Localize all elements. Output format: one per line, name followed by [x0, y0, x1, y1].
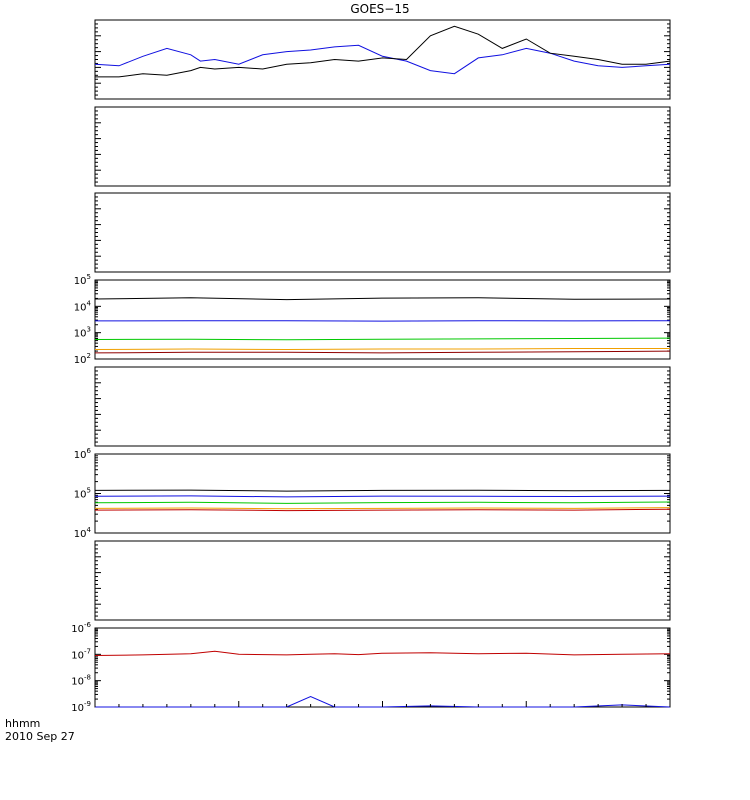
series-line [94, 337, 671, 341]
panel-ae [94, 19, 671, 100]
y-tick-label: 105 [74, 487, 91, 501]
y-tick-label: 103 [74, 326, 91, 340]
y-tick-exponent: 6 [87, 447, 92, 455]
panel-b2 [94, 192, 671, 273]
series-line [94, 650, 671, 656]
figure-title: GOES−15 [350, 2, 409, 16]
panel-xray: 10-9 10-8 10-7 10-6 [71, 621, 671, 714]
y-tick-exponent: -9 [84, 700, 91, 708]
y-tick-label: 10-7 [71, 647, 91, 661]
time-axis-unit: hhmm [5, 717, 40, 730]
y-tick-exponent: 5 [87, 273, 91, 281]
series-line [94, 297, 671, 301]
panels: 102 103 104 105 104 105 106 10-9 10-8 10-7 10-6 [71, 19, 671, 714]
y-tick-label: 10-9 [71, 700, 91, 714]
y-tick-label: 104 [74, 526, 92, 540]
y-tick-exponent: 3 [87, 326, 91, 334]
y-tick-exponent: 4 [87, 526, 92, 534]
y-tick-label: 106 [74, 447, 92, 461]
panel-protons: 102 103 104 105 [74, 273, 671, 366]
y-tick-label: 10-8 [71, 674, 91, 688]
date-label: 2010 Sep 27 [5, 730, 75, 743]
series-line [95, 25, 671, 78]
panel-frame [94, 192, 671, 273]
series-line [94, 501, 671, 504]
panel-epead1 [94, 366, 671, 447]
series-line [94, 489, 671, 492]
panel-epead2 [94, 540, 671, 621]
series-line [94, 348, 670, 351]
y-tick-exponent: 5 [87, 487, 91, 495]
panel-frame [94, 453, 671, 534]
panel-frame [94, 106, 671, 187]
time-axis [94, 701, 671, 707]
panel-electrons: 104 105 106 [74, 447, 671, 540]
series-line [94, 350, 671, 354]
y-tick-exponent: -7 [84, 647, 91, 655]
series-line [94, 508, 671, 512]
panel-frame [94, 279, 671, 360]
y-tick-label: 105 [74, 273, 91, 287]
y-tick-label: 104 [74, 299, 92, 313]
panel-frame [94, 540, 671, 621]
series-line [94, 507, 671, 510]
y-tick-label: 102 [74, 352, 91, 366]
y-tick-exponent: 2 [87, 352, 91, 360]
y-tick-exponent: -8 [84, 674, 91, 682]
panel-b1 [94, 106, 671, 187]
panel-frame [94, 366, 671, 447]
series-line [94, 44, 671, 75]
y-tick-label: 10-6 [71, 621, 91, 635]
panel-frame [94, 627, 671, 708]
y-tick-exponent: 4 [87, 299, 92, 307]
panel-frame [94, 19, 671, 100]
series-line [94, 495, 671, 498]
y-tick-exponent: -6 [84, 621, 92, 629]
